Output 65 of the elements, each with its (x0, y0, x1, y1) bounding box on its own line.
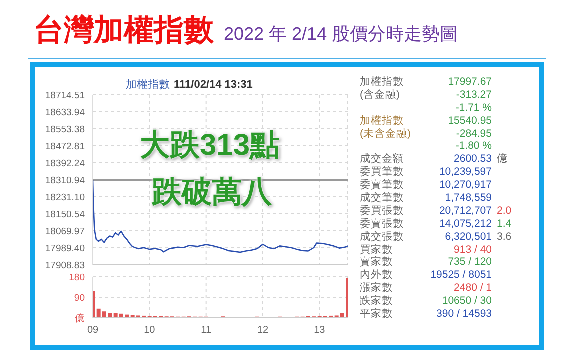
x-tick-label: 12 (257, 325, 269, 336)
y-tick-label: 180 (69, 272, 85, 284)
y-tick-label: 18231.10 (45, 192, 85, 204)
text: 漲家數 (360, 282, 394, 295)
y-tick-label: 億 (75, 312, 85, 324)
text: 17997.67 (447, 76, 492, 89)
chart-subtitle: 2022 年 2/14 股價分時走勢圖 (224, 23, 458, 46)
y-tick-label: 18472.81 (45, 141, 85, 152)
x-tick-label: 10 (144, 325, 156, 336)
annotation: 跌破萬八 (152, 175, 272, 211)
text: 735 / 120 (447, 256, 492, 270)
annotation: 大跌313點 (140, 128, 280, 164)
y-tick-label: 18714.51 (45, 90, 85, 102)
text: 加權指數 (126, 79, 170, 91)
y-tick-label: 18069.97 (45, 226, 85, 238)
text: 390 / 14593 (436, 308, 492, 321)
text: 2.0 (496, 204, 513, 218)
text: 賣家數 (360, 256, 394, 269)
text: 19525 / 8051 (430, 269, 492, 282)
text: 內外數 (360, 269, 394, 282)
text: 委買張數 (360, 204, 405, 218)
chart-title: 台灣加權指數 (34, 13, 214, 49)
text: 1.4 (496, 218, 513, 231)
text: 3.6 (496, 230, 513, 244)
text: 委賣筆數 (360, 179, 405, 192)
y-tick-label: 18553.38 (45, 124, 85, 136)
x-tick-label: 11 (201, 325, 212, 336)
y-tick-label: 90 (74, 292, 85, 304)
text: (未含金融) (360, 128, 412, 140)
text: 跌家數 (360, 295, 394, 308)
text: 913 / 40 (453, 244, 492, 256)
text: 2600.53 (453, 153, 492, 166)
text: 委賣張數 (360, 218, 405, 231)
text: 加權指數 (360, 76, 405, 89)
text: 成交金額 (360, 153, 405, 166)
text: 6,320,501 (444, 230, 492, 244)
text: -1.80 % (454, 140, 492, 154)
text: -313.27 (455, 88, 492, 102)
text: 14,075,212 (438, 218, 492, 231)
y-tick-label: 18633.94 (45, 107, 85, 118)
text: 億 (496, 153, 509, 166)
text: 15540.95 (447, 114, 492, 128)
y-tick-label: 18150.54 (45, 209, 85, 220)
x-tick-label: 13 (314, 325, 326, 336)
y-tick-label: 18392.24 (45, 158, 85, 170)
text: 平家數 (360, 308, 394, 321)
y-tick-label: 17989.40 (45, 243, 85, 254)
text: 加權指數 (360, 114, 405, 128)
text: 買家數 (360, 244, 394, 256)
text: 10,270,917 (438, 179, 492, 192)
x-tick-label: 09 (87, 325, 99, 336)
y-tick-label: 18310.94 (45, 176, 85, 187)
text: 111/02/14 13:31 (174, 79, 253, 91)
y-tick-label: 17908.83 (45, 260, 85, 272)
text: 10650 / 30 (441, 295, 492, 308)
text: 10,239,597 (438, 166, 492, 180)
text: -284.95 (455, 128, 492, 140)
text: 20,712,707 (438, 204, 492, 218)
text: 2480 / 1 (453, 282, 492, 296)
text: (含金融) (360, 88, 401, 102)
text: 成交筆數 (360, 192, 405, 205)
text: 成交張數 (360, 230, 405, 244)
text: -1.71 % (454, 102, 492, 115)
text: 委買筆數 (360, 166, 405, 179)
text: 1,748,559 (444, 192, 492, 205)
